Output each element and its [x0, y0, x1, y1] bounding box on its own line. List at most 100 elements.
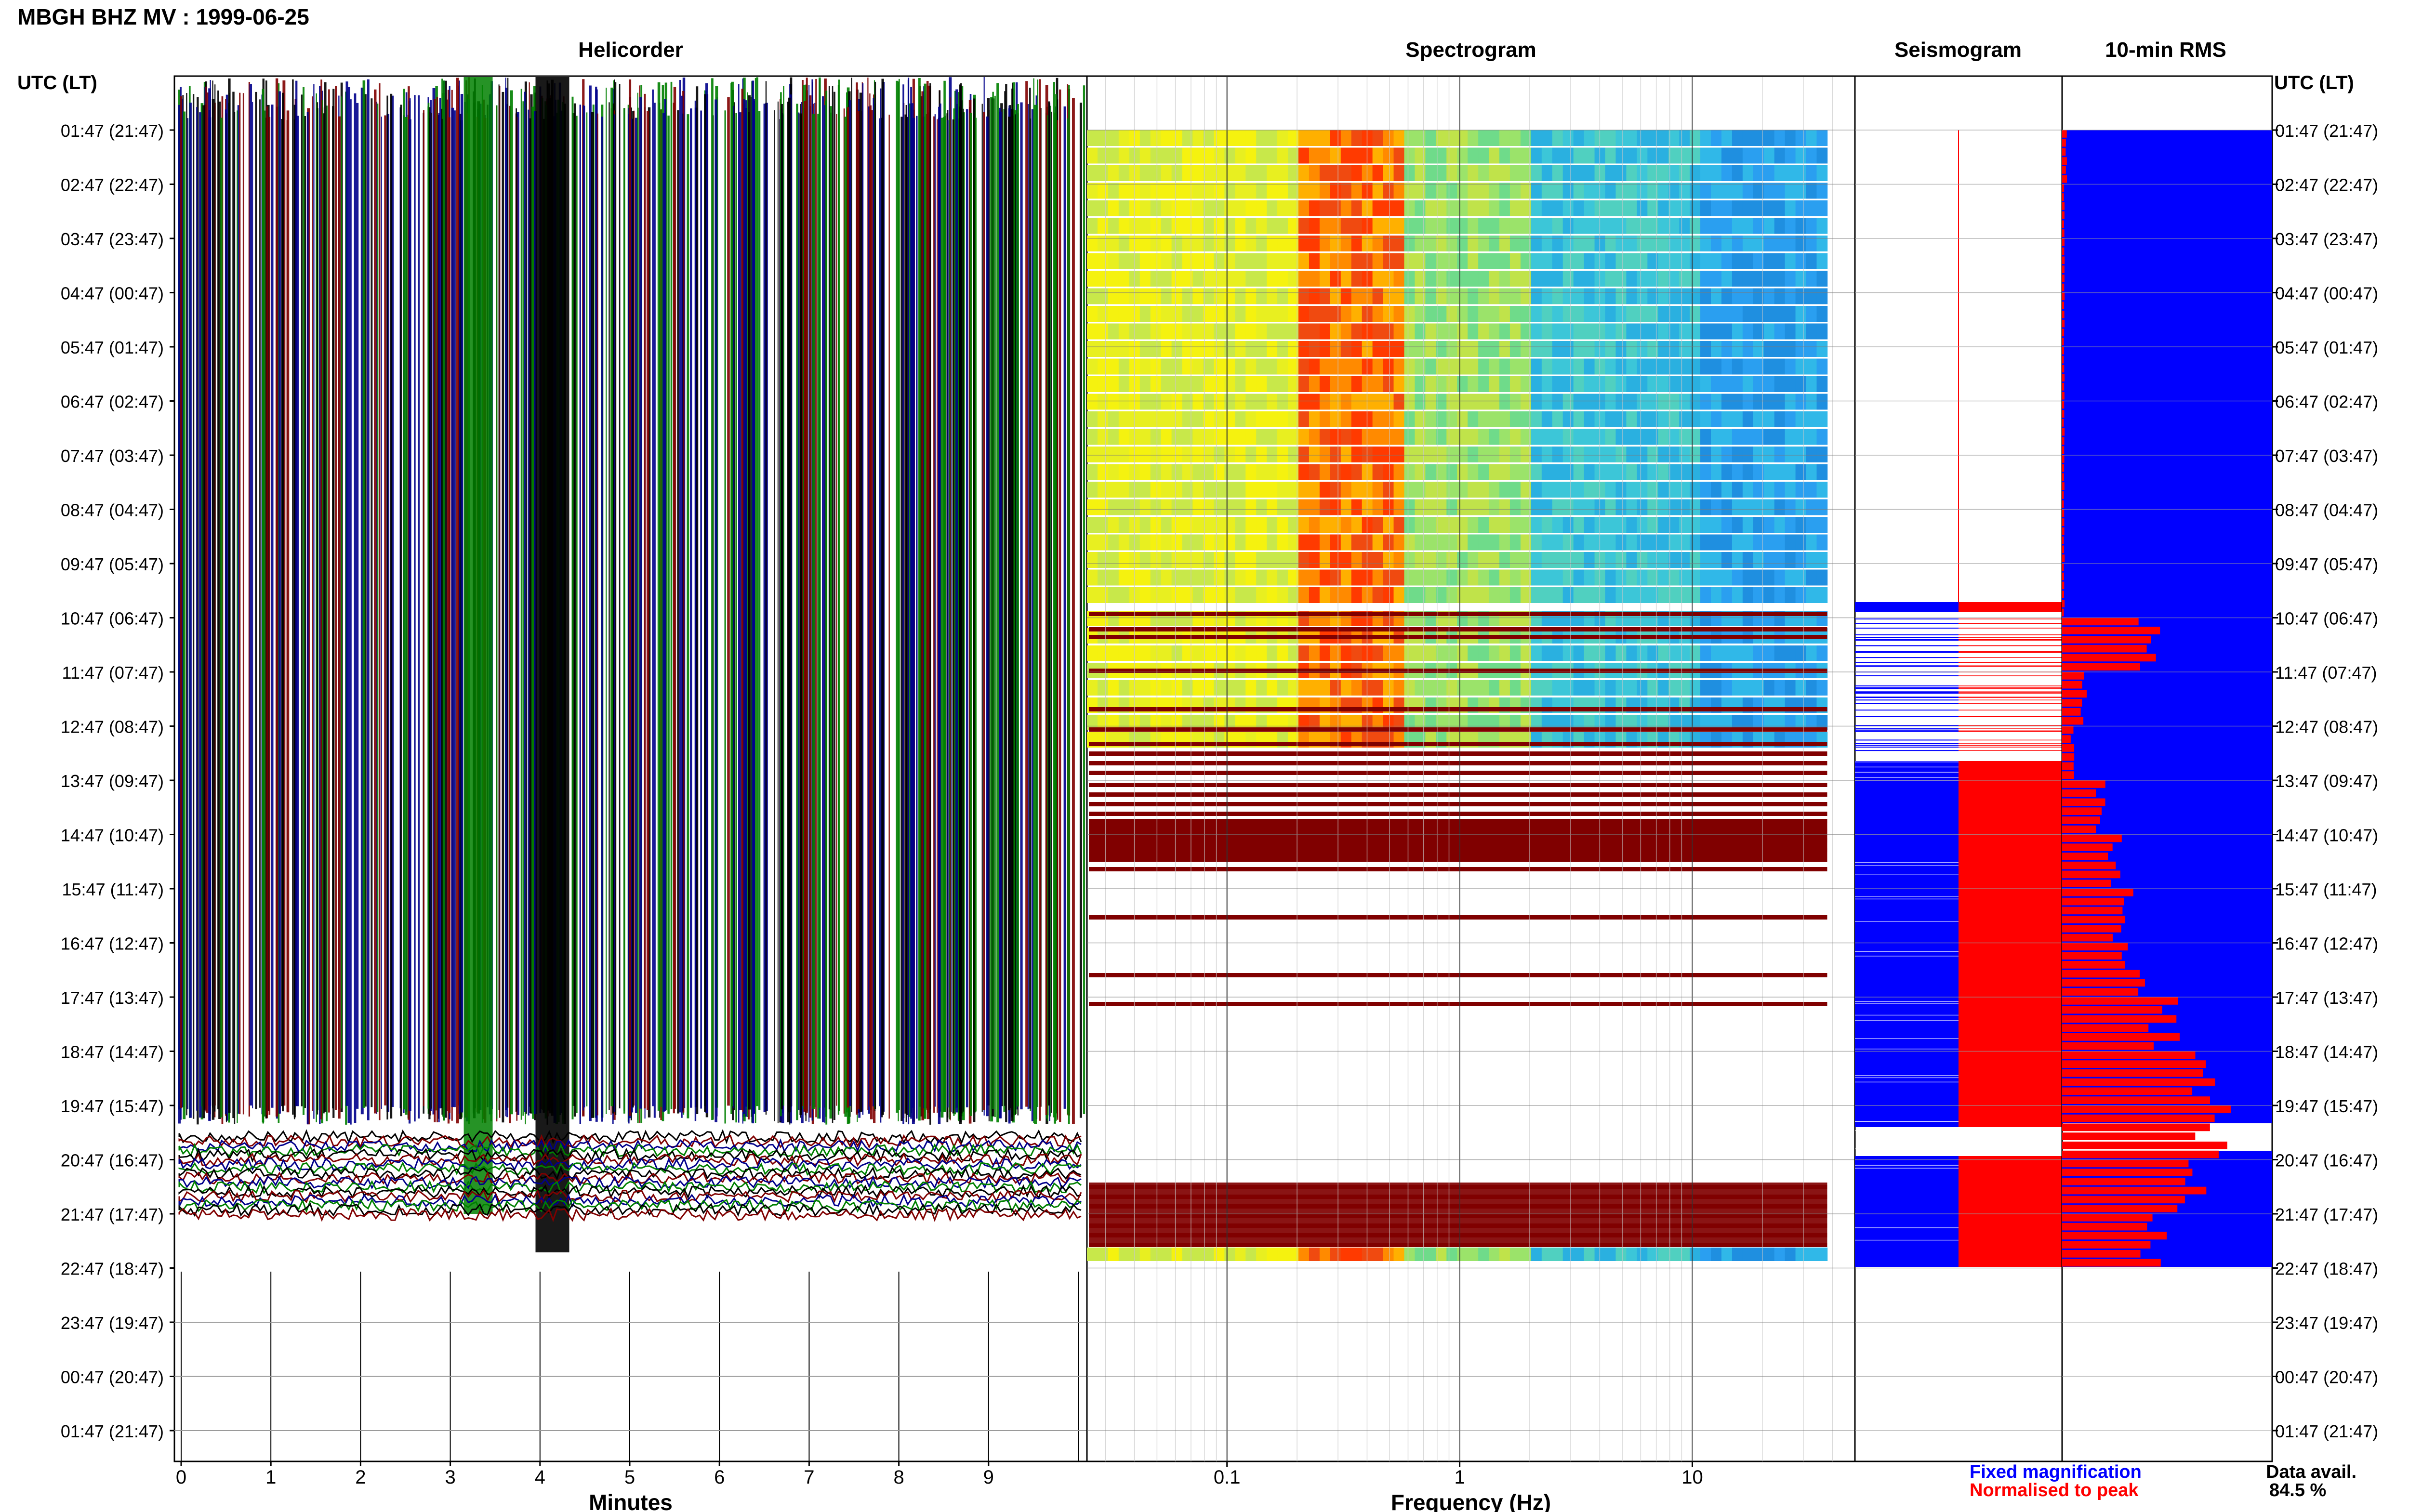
spectrogram-cell — [1690, 680, 1701, 696]
spectrogram-cell — [1372, 1248, 1384, 1261]
spectrogram-cell — [1150, 306, 1162, 322]
spectrogram-cell — [1372, 288, 1384, 304]
spectrogram-cell — [1509, 482, 1521, 498]
spectrogram-cell — [1118, 165, 1130, 181]
spectrogram-cell — [1573, 517, 1585, 533]
rms-bar — [2062, 608, 2064, 617]
spectrogram-cell — [1224, 1248, 1236, 1261]
spectrogram-cell — [1330, 680, 1341, 696]
spectrogram-cell — [1763, 200, 1775, 216]
spectrogram-cell — [1795, 645, 1807, 661]
spectrogram-cell — [1214, 147, 1225, 164]
spectrogram-cell — [1087, 147, 1098, 164]
spectrogram-cell — [1214, 447, 1225, 462]
spectrogram-cell — [1679, 271, 1690, 287]
spectrogram-cell — [1415, 587, 1426, 603]
spectrogram-cell — [1340, 165, 1352, 181]
spectrogram-cell — [1647, 288, 1659, 304]
spectrogram-cell — [1182, 147, 1193, 164]
spectrogram-cell — [1795, 517, 1807, 533]
spectrogram-cell — [1245, 680, 1257, 696]
spectrogram-cell — [1509, 236, 1521, 251]
spectrogram-cell — [1256, 236, 1267, 251]
spectrogram-cell — [1541, 376, 1553, 392]
spectrogram-cell — [1330, 358, 1341, 375]
spectrogram-cell — [1489, 482, 1500, 498]
spectrogram-cell — [1742, 271, 1754, 287]
rms-bar — [2062, 148, 2066, 156]
spectrogram-cell — [1647, 236, 1659, 251]
spectrogram-cell — [1372, 358, 1384, 375]
spectrogram-cell — [1087, 288, 1098, 304]
spectrogram-cell — [1795, 429, 1807, 445]
spectrogram-cell — [1118, 1248, 1130, 1261]
spectrogram-cell — [1552, 200, 1563, 216]
spectrogram-cell — [1235, 200, 1246, 216]
spectrogram-cell — [1721, 200, 1733, 216]
helicorder-wiggle-trace — [178, 1184, 1082, 1199]
spectrogram-cell — [1658, 552, 1669, 568]
spectrogram-cell — [1816, 552, 1828, 568]
spectrogram-cell — [1647, 587, 1659, 603]
spectrogram-cell — [1330, 447, 1341, 462]
spectrogram-cell — [1277, 534, 1288, 551]
rms-bar — [2062, 536, 2064, 544]
spectrogram-cell — [1436, 323, 1447, 340]
spectrogram-cell — [1806, 680, 1817, 696]
spectrogram-cell — [1087, 323, 1098, 340]
spectrogram-cell — [1446, 429, 1458, 445]
spectrogram-cell — [1436, 587, 1447, 603]
spectrogram-gap-band — [1089, 812, 1827, 816]
spectrogram-cell — [1235, 253, 1246, 269]
spectrogram-cell — [1161, 130, 1172, 146]
spectrogram-cell — [1700, 447, 1711, 462]
spectrogram-cell — [1330, 306, 1341, 322]
spectrogram-cell — [1489, 569, 1500, 586]
spectrogram-cell — [1330, 1248, 1341, 1261]
time-tick-label-left: 15:47 (11:47) — [62, 880, 164, 899]
spectrogram-cell — [1425, 288, 1437, 304]
spectrogram-cell — [1552, 147, 1563, 164]
spectrogram-cell — [1489, 236, 1500, 251]
spectrogram-cell — [1298, 587, 1310, 603]
spectrogram-cell — [1711, 165, 1722, 181]
spectrogram-cell — [1806, 499, 1817, 515]
spectrogram-cell — [1108, 569, 1119, 586]
spectrogram-cell — [1721, 680, 1733, 696]
spectrogram-cell — [1531, 587, 1542, 603]
spectrogram-cell — [1806, 394, 1817, 410]
spectrogram-cell — [1214, 499, 1225, 515]
time-tick-label-left: 03:47 (23:47) — [61, 229, 164, 249]
spectrogram-cell — [1383, 130, 1394, 146]
helicorder-wiggle-trace — [178, 1207, 1082, 1223]
spectrogram-cell — [1573, 323, 1585, 340]
spectrogram-cell — [1520, 680, 1532, 696]
spectrogram-cell — [1425, 218, 1437, 234]
spectrogram-cell — [1679, 130, 1690, 146]
spectrogram-cell — [1711, 552, 1722, 568]
helicorder-wiggle-trace — [178, 1157, 1082, 1172]
spectrogram-cell — [1372, 271, 1384, 287]
spectrogram-cell — [1309, 411, 1320, 427]
spectrogram-cell — [1531, 323, 1542, 340]
spectrogram-cell — [1171, 645, 1183, 661]
spectrogram-cell — [1647, 147, 1659, 164]
spectrogram-cell — [1267, 587, 1278, 603]
spectrogram-cell — [1267, 569, 1278, 586]
spectrogram-cell — [1139, 569, 1151, 586]
spectrogram-cell — [1139, 236, 1151, 251]
spectrogram-cell — [1224, 200, 1236, 216]
spectrogram-cell — [1489, 447, 1500, 462]
spectrogram-cell — [1139, 411, 1151, 427]
spectrogram-cell — [1139, 271, 1151, 287]
spectrogram-cell — [1679, 288, 1690, 304]
spectrogram-cell — [1679, 552, 1690, 568]
spectrogram-cell — [1711, 358, 1722, 375]
spectrogram-cell — [1340, 253, 1352, 269]
spectrogram-cell — [1679, 587, 1690, 603]
spectrogram-cell — [1340, 147, 1352, 164]
spectrogram-cell — [1415, 499, 1426, 515]
spectrogram-cell — [1637, 130, 1648, 146]
spectrogram-cell — [1097, 306, 1109, 322]
spectrogram-cell — [1509, 680, 1521, 696]
